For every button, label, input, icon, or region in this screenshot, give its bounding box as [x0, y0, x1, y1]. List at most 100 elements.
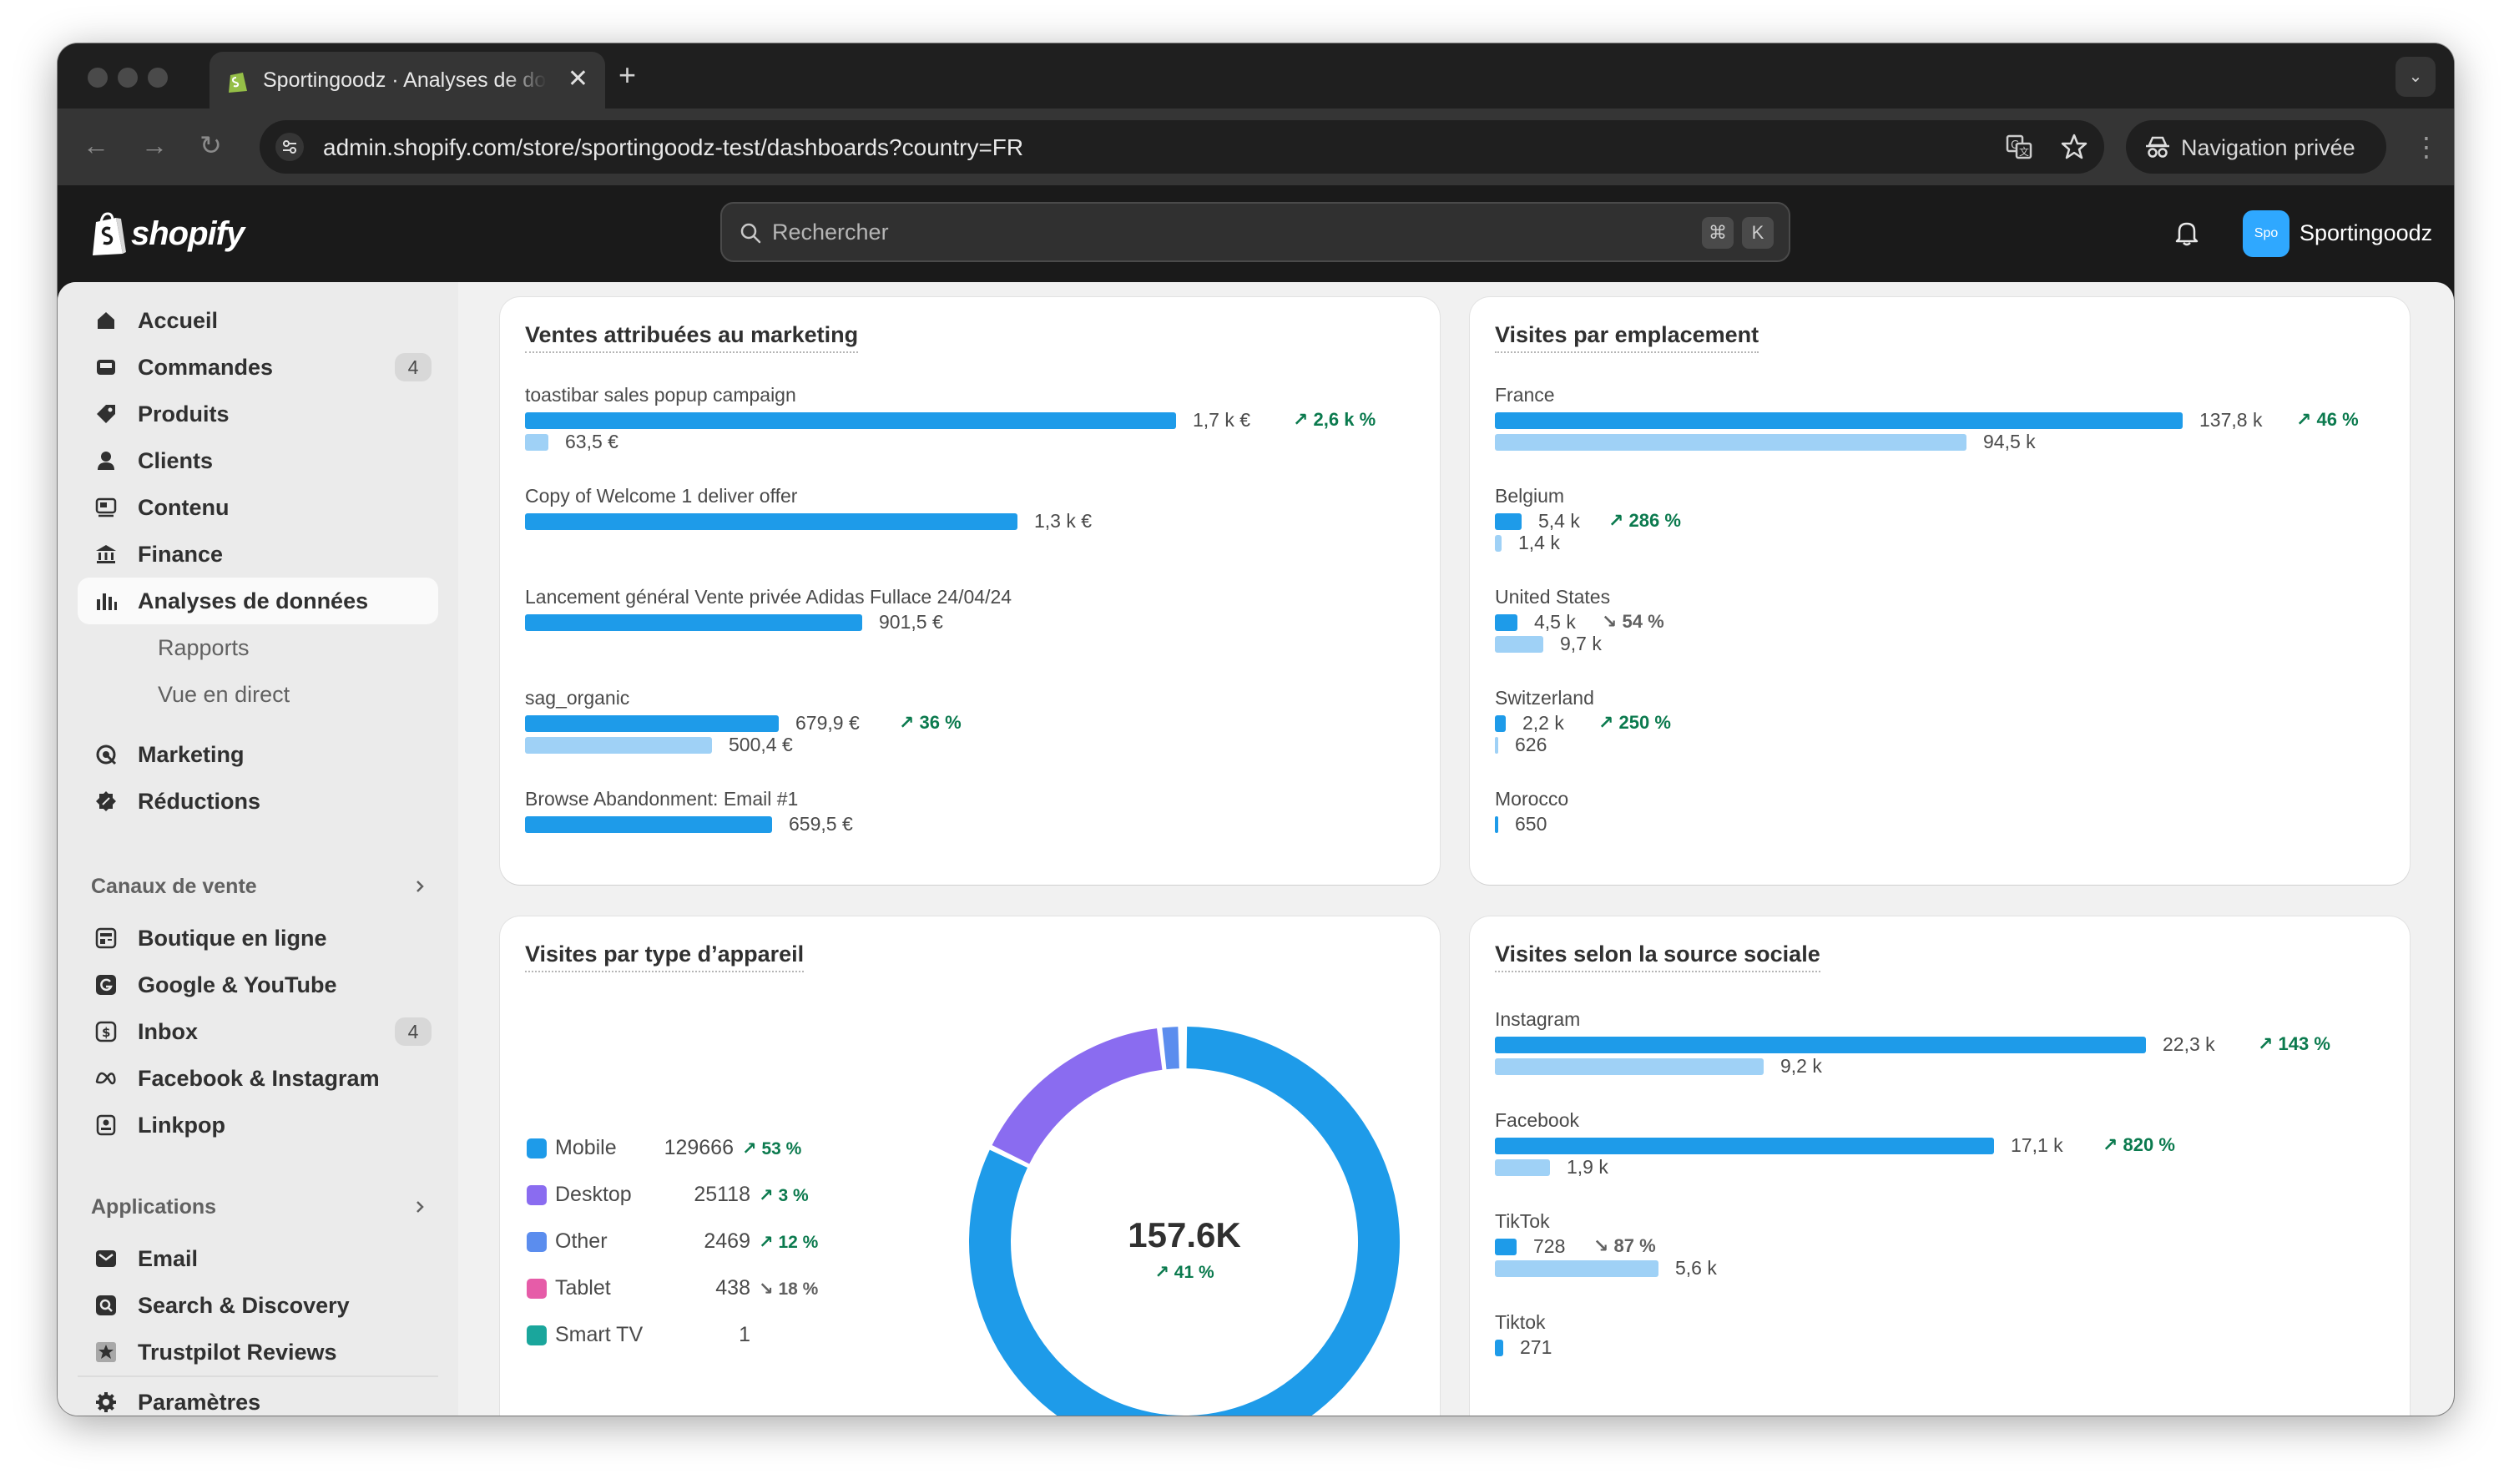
- row-label: Instagram: [1495, 1008, 1581, 1030]
- legend-change-value: 3 %: [778, 1186, 809, 1205]
- sidebar-item-finance[interactable]: Finance: [78, 531, 438, 578]
- close-tab-icon[interactable]: ✕: [567, 65, 588, 93]
- sidebar-item-clients[interactable]: Clients: [78, 437, 438, 484]
- current-bar[interactable]: [1495, 1138, 1994, 1154]
- change-badge: ↗ 36 %: [899, 712, 962, 733]
- store-name[interactable]: Sportingoodz: [2300, 220, 2433, 245]
- translate-icon[interactable]: G 文: [2004, 132, 2034, 162]
- card-title[interactable]: Visites par type d’appareil: [525, 941, 805, 972]
- bar-chart-icon: [97, 593, 117, 610]
- zoom-window-button[interactable]: [148, 68, 168, 88]
- inbox-icon: [97, 360, 115, 375]
- previous-bar[interactable]: [1495, 434, 1966, 451]
- card-title[interactable]: Visites par emplacement: [1495, 322, 1759, 353]
- applications-heading[interactable]: Applications: [91, 1195, 217, 1219]
- incognito-indicator[interactable]: Navigation privée: [2126, 120, 2386, 174]
- back-arrow-icon[interactable]: ←: [83, 130, 109, 160]
- sales-channels-heading[interactable]: Canaux de vente: [91, 875, 257, 898]
- tab-search-chevron-icon[interactable]: ⌄: [2395, 57, 2436, 97]
- current-bar[interactable]: [1495, 715, 1506, 732]
- previous-value: 94,5 k: [1983, 431, 2036, 452]
- browser-menu-icon[interactable]: ⋮: [2413, 132, 2440, 162]
- shopify-logo-icon[interactable]: [89, 210, 129, 257]
- legend-value: 25118: [694, 1183, 750, 1206]
- sidebar-item-search-discovery[interactable]: Search & Discovery: [78, 1282, 438, 1329]
- previous-bar[interactable]: [1495, 535, 1502, 552]
- current-bar[interactable]: [1495, 1340, 1503, 1356]
- previous-bar[interactable]: [1495, 737, 1498, 754]
- sidebar-item-label: Accueil: [138, 308, 219, 333]
- change-badge: ↗ 250 %: [1598, 712, 1671, 733]
- donut-segment-desktop[interactable]: [992, 1028, 1163, 1164]
- card-title[interactable]: Ventes attribuées au marketing: [525, 322, 859, 353]
- current-bar[interactable]: [525, 715, 779, 732]
- previous-bar[interactable]: [525, 434, 548, 451]
- sidebar-item-marketing[interactable]: Marketing: [78, 731, 438, 778]
- donut-segment-other[interactable]: [1162, 1027, 1179, 1070]
- sidebar-subitem-rapports[interactable]: Rapports: [78, 624, 438, 671]
- bookmark-star-icon[interactable]: [2059, 132, 2089, 162]
- minimize-window-button[interactable]: [118, 68, 138, 88]
- current-bar[interactable]: [1495, 614, 1517, 631]
- sidebar-item-label: Paramètres: [138, 1390, 261, 1415]
- search-bar[interactable]: ⌘ K: [720, 202, 1790, 262]
- change-badge: ↗ 2,6 k %: [1293, 409, 1376, 430]
- legend-change-value: 18 %: [778, 1280, 819, 1299]
- row-label: sag_organic: [525, 687, 630, 709]
- notifications-bell-icon[interactable]: [2173, 219, 2201, 247]
- chevron-right-icon[interactable]: [411, 1199, 428, 1215]
- sidebar-item-label: Produits: [138, 401, 230, 427]
- sidebar-item-accueil[interactable]: Accueil: [78, 297, 438, 344]
- sidebar-subitem-vue-en-direct[interactable]: Vue en direct: [78, 671, 438, 718]
- current-value: 1,7 k €: [1193, 409, 1251, 431]
- previous-bar[interactable]: [1495, 636, 1543, 653]
- legend-change: ↗ 12 %: [759, 1233, 819, 1252]
- sidebar-item-analyses[interactable]: Analyses de données: [78, 578, 438, 624]
- sidebar-item-produits[interactable]: Produits: [78, 391, 438, 437]
- search-input[interactable]: [772, 217, 1607, 247]
- site-settings-icon[interactable]: [275, 132, 305, 162]
- sidebar-item-trustpilot[interactable]: Trustpilot Reviews: [78, 1329, 438, 1375]
- browser-tab[interactable]: Sportingoodz · Analyses de données ✕: [210, 52, 605, 109]
- previous-value: 1,9 k: [1567, 1156, 1608, 1178]
- sidebar-item-parametres[interactable]: Paramètres: [78, 1379, 438, 1416]
- sidebar-item-commandes[interactable]: Commandes 4: [78, 344, 438, 391]
- sidebar-item-google[interactable]: Google & YouTube: [78, 962, 438, 1008]
- current-bar[interactable]: [525, 513, 1017, 530]
- store-avatar[interactable]: Spo: [2243, 210, 2289, 257]
- current-bar[interactable]: [525, 816, 772, 833]
- sidebar-item-email[interactable]: Email: [78, 1235, 438, 1282]
- meta-icon: [95, 1072, 116, 1085]
- forward-arrow-icon[interactable]: →: [141, 130, 168, 160]
- current-bar[interactable]: [1495, 816, 1498, 833]
- sidebar-item-inbox[interactable]: $ Inbox 4: [78, 1008, 438, 1055]
- sidebar-item-facebook-instagram[interactable]: Facebook & Instagram: [78, 1055, 438, 1102]
- row-label: Tiktok: [1495, 1311, 1546, 1333]
- previous-bar[interactable]: [1495, 1159, 1550, 1176]
- address-bar[interactable]: admin.shopify.com/store/sportingoodz-tes…: [260, 120, 2104, 174]
- previous-bar[interactable]: [525, 737, 712, 754]
- previous-bar[interactable]: [1495, 1058, 1764, 1075]
- url-text[interactable]: admin.shopify.com/store/sportingoodz-tes…: [323, 134, 1024, 160]
- content-icon: [95, 497, 117, 517]
- shopify-logo-text[interactable]: shopify: [131, 215, 245, 252]
- sidebar-item-boutique[interactable]: Boutique en ligne: [78, 915, 438, 962]
- card-title[interactable]: Visites selon la source sociale: [1495, 941, 1820, 972]
- current-bar[interactable]: [525, 614, 862, 631]
- current-bar[interactable]: [1495, 412, 2183, 429]
- close-window-button[interactable]: [88, 68, 108, 88]
- previous-value: 63,5 €: [565, 431, 618, 452]
- sidebar-item-reductions[interactable]: Réductions: [78, 778, 438, 825]
- new-tab-icon[interactable]: +: [618, 58, 637, 92]
- sidebar-item-label: Trustpilot Reviews: [138, 1340, 337, 1365]
- reload-icon[interactable]: ↻: [199, 130, 222, 160]
- current-bar[interactable]: [1495, 1037, 2146, 1053]
- change-value: 46 %: [2316, 409, 2359, 430]
- sidebar-item-linkpop[interactable]: Linkpop: [78, 1102, 438, 1148]
- sidebar-item-contenu[interactable]: Contenu: [78, 484, 438, 531]
- current-bar[interactable]: [1495, 1239, 1517, 1255]
- current-bar[interactable]: [1495, 513, 1522, 530]
- current-bar[interactable]: [525, 412, 1176, 429]
- previous-bar[interactable]: [1495, 1260, 1658, 1277]
- chevron-right-icon[interactable]: [411, 878, 428, 895]
